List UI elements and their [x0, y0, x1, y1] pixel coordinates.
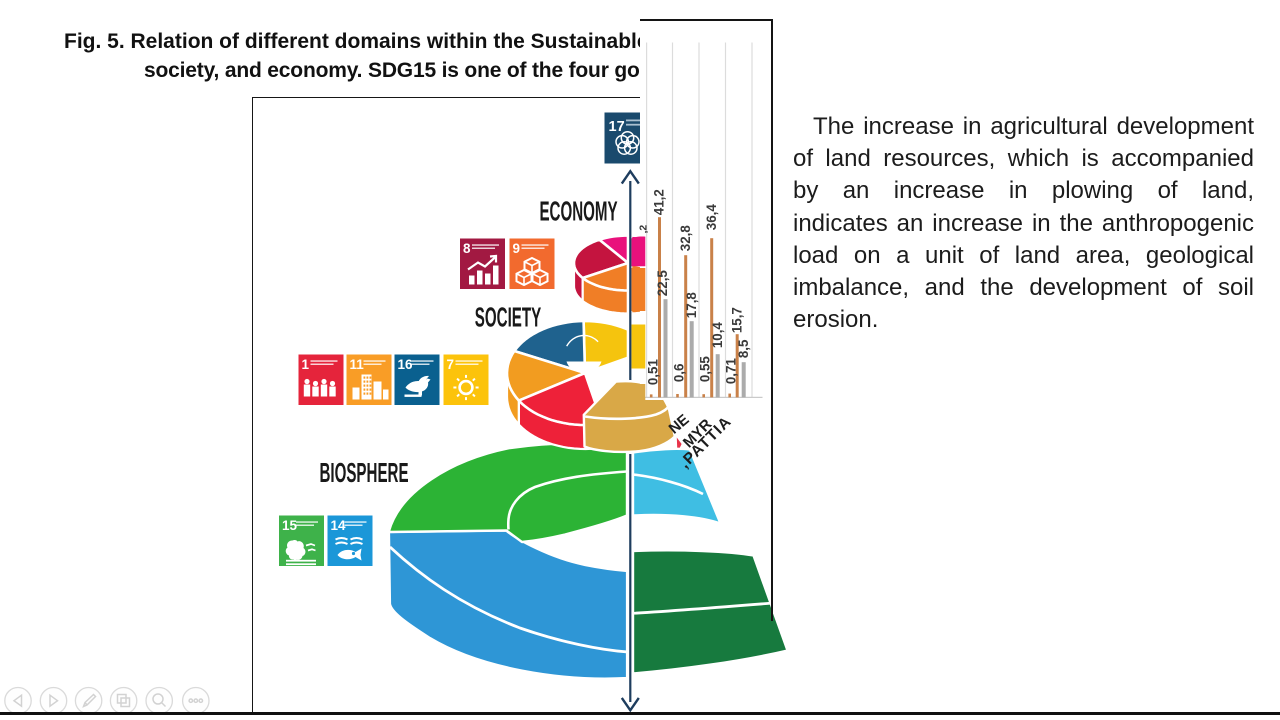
svg-text:ECONOMY: ECONOMY: [539, 196, 617, 227]
svg-text:0,51: 0,51: [646, 358, 661, 385]
svg-text:8,5: 8,5: [736, 339, 751, 358]
svg-text:11: 11: [350, 357, 365, 372]
svg-text:22,5: 22,5: [655, 269, 670, 296]
svg-text:9: 9: [513, 241, 521, 256]
svg-text:0,71: 0,71: [724, 357, 739, 384]
svg-text:41,2: 41,2: [652, 189, 667, 215]
svg-text:32,8: 32,8: [678, 224, 693, 251]
svg-text:36,4: 36,4: [704, 203, 719, 230]
svg-text:16: 16: [398, 357, 414, 372]
svg-text:8: 8: [463, 241, 471, 256]
svg-text:BIOSPHERE: BIOSPHERE: [319, 457, 408, 488]
svg-text:15,7: 15,7: [730, 307, 745, 333]
svg-text:SOCIETY: SOCIETY: [475, 302, 541, 333]
svg-text:0,55: 0,55: [698, 355, 713, 382]
svg-text:17,8: 17,8: [684, 291, 699, 318]
svg-text:17: 17: [609, 119, 625, 135]
svg-text:7: 7: [447, 357, 455, 372]
svg-text:0,6: 0,6: [672, 363, 687, 382]
svg-text:14: 14: [331, 518, 347, 533]
svg-text:10,4: 10,4: [710, 321, 725, 348]
svg-text:1: 1: [302, 357, 310, 372]
svg-text:15: 15: [282, 518, 298, 533]
svg-text:,2: ,2: [638, 225, 650, 234]
